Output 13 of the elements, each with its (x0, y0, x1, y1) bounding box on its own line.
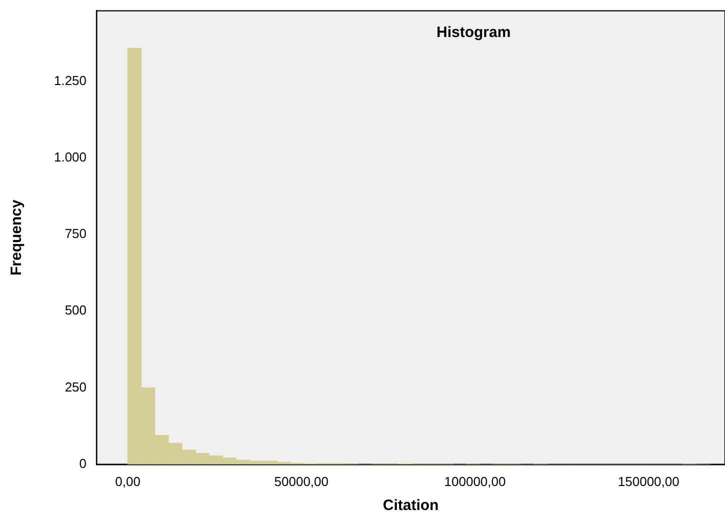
y-tick-label: 500 (64, 302, 87, 318)
y-tick-label: 1.000 (54, 149, 87, 164)
y-tick-label: 750 (64, 226, 87, 242)
x-tick-label: 0,00 (115, 474, 140, 489)
y-axis-title: Frequency (8, 199, 26, 276)
text: Histogram (436, 24, 511, 41)
y-tick-label: 0 (79, 456, 87, 471)
y-tick-label: 1.250 (54, 72, 87, 88)
x-axis-title: Citation (382, 497, 439, 514)
y-tick-label: 250 (64, 379, 87, 394)
x-tick-label: 150000,00 (618, 474, 680, 489)
x-tick-label: 100000,00 (444, 474, 506, 489)
x-tick-label: 50000,00 (274, 474, 329, 489)
